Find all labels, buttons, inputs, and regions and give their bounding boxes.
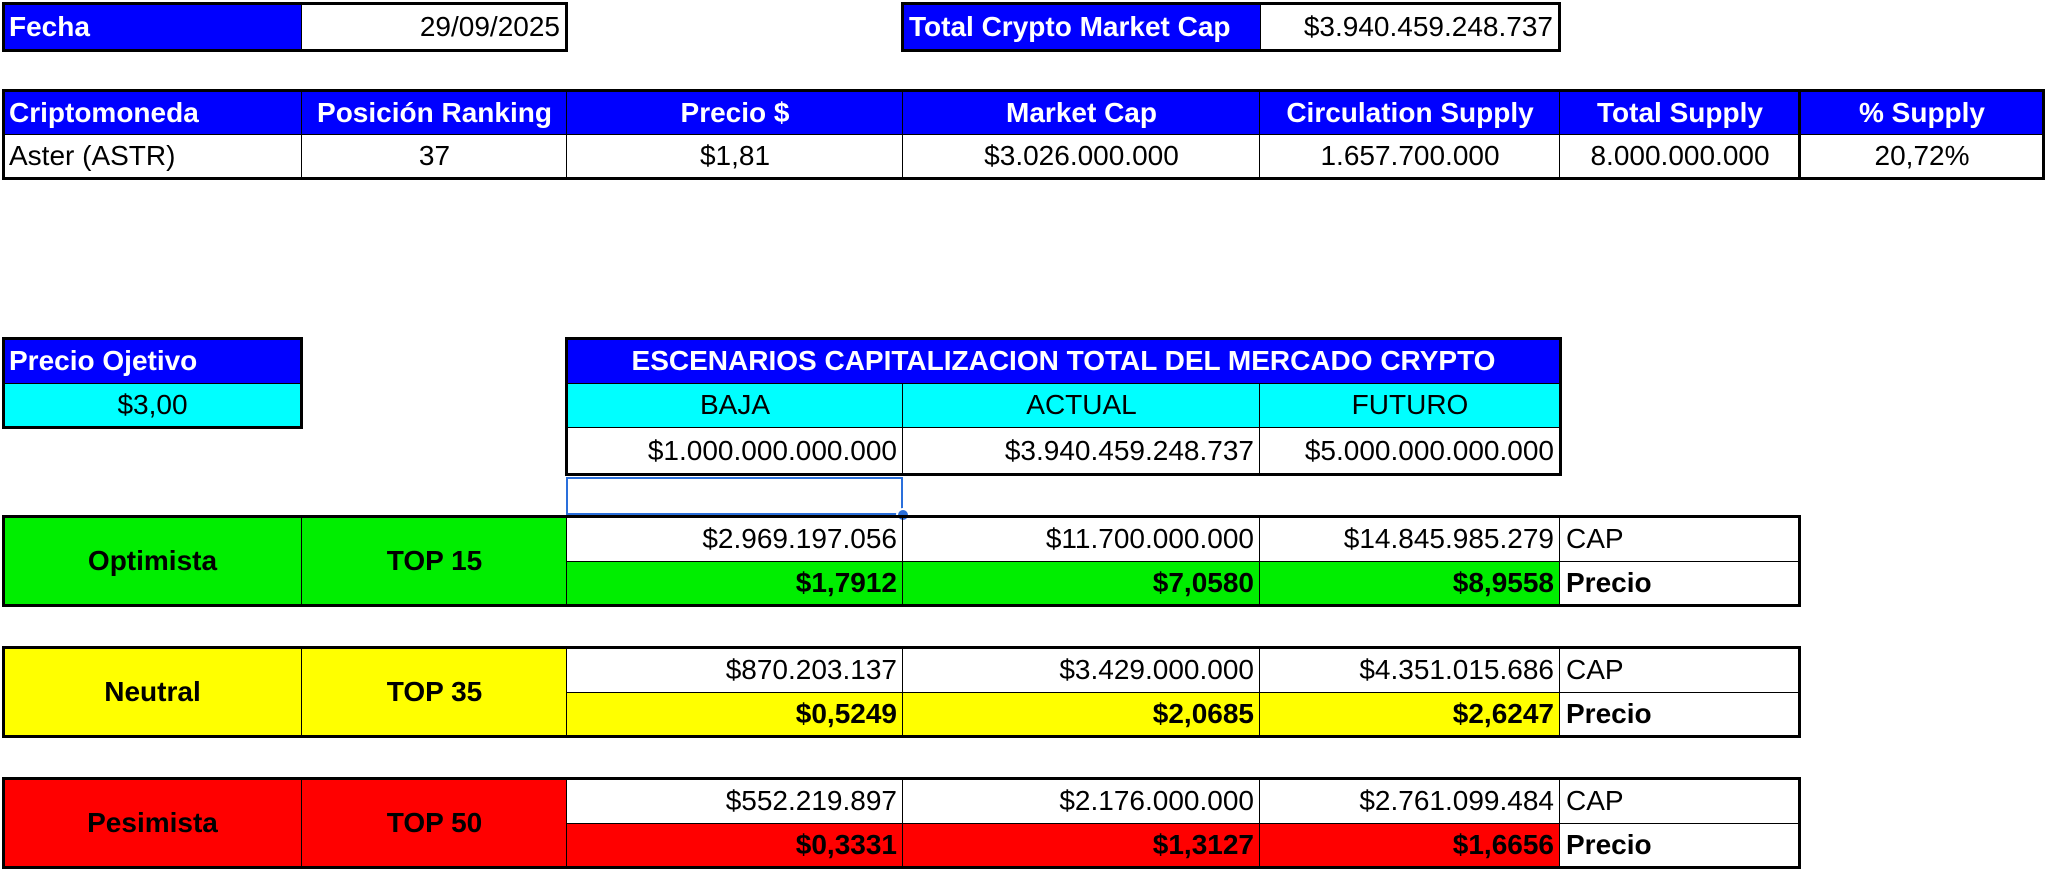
cell-posicion-ranking[interactable]: 37 xyxy=(418,140,451,171)
scenario-neutral-cap-label[interactable]: CAP xyxy=(1566,654,1624,685)
scenario-pesimista-cap-label[interactable]: CAP xyxy=(1566,785,1624,816)
grid-line xyxy=(902,648,903,736)
cell-circulation-supply[interactable]: 1.657.700.000 xyxy=(1320,140,1500,171)
scenario-neutral-precio-baja[interactable]: $0,5249 xyxy=(567,692,903,736)
grid-line xyxy=(301,4,302,50)
scenario-neutral-precio-actual[interactable]: $2,0685 xyxy=(903,692,1260,736)
grid-line xyxy=(902,517,903,605)
scenario-pesimista-cap-actual[interactable]: $2.176.000.000 xyxy=(1059,785,1254,816)
scenario-pesimista-precio-actual[interactable]: $1,3127 xyxy=(903,823,1260,867)
scenario-neutral-cap-actual[interactable]: $3.429.000.000 xyxy=(1059,654,1254,685)
grid-line xyxy=(301,648,302,736)
header-circulation-supply[interactable]: Circulation Supply xyxy=(1260,91,1560,134)
header-posicion-ranking[interactable]: Posición Ranking xyxy=(302,91,567,134)
scenario-optimista-cap-futuro[interactable]: $14.845.985.279 xyxy=(1343,523,1554,554)
scenario-pesimista-cap-baja[interactable]: $552.219.897 xyxy=(725,785,897,816)
cell-precio[interactable]: $1,81 xyxy=(699,140,771,171)
scenario-pesimista-precio-baja[interactable]: $0,3331 xyxy=(567,823,903,867)
scenario-neutral-precio-futuro[interactable]: $2,6247 xyxy=(1260,692,1560,736)
scenario-pesimista-precio-futuro[interactable]: $1,6656 xyxy=(1260,823,1560,867)
scenario-optimista-top[interactable]: TOP 15 xyxy=(302,517,567,605)
escenario-actual-value[interactable]: $3.940.459.248.737 xyxy=(1004,434,1254,466)
grid-line xyxy=(566,517,567,605)
market-cap-value[interactable]: $3.940.459.248.737 xyxy=(1303,11,1553,42)
grid-line xyxy=(902,779,903,867)
grid-line xyxy=(566,648,567,736)
grid-line xyxy=(301,517,302,605)
header-market-cap[interactable]: Market Cap xyxy=(903,91,1260,134)
grid-line xyxy=(1259,383,1260,474)
fecha-value[interactable]: 29/09/2025 xyxy=(419,11,560,42)
escenario-futuro-label[interactable]: FUTURO xyxy=(1260,383,1560,427)
header-total-supply[interactable]: Total Supply xyxy=(1560,91,1800,134)
grid-line xyxy=(1259,517,1260,605)
scenario-optimista-precio-actual[interactable]: $7,0580 xyxy=(903,561,1260,605)
scenario-optimista-precio-futuro[interactable]: $8,9558 xyxy=(1260,561,1560,605)
grid-line xyxy=(1559,91,1560,178)
scenario-optimista-name[interactable]: Optimista xyxy=(3,517,302,605)
header-precio[interactable]: Precio $ xyxy=(567,91,903,134)
header-criptomoneda[interactable]: Criptomoneda xyxy=(3,91,302,134)
escenario-actual-label[interactable]: ACTUAL xyxy=(903,383,1260,427)
fecha-label[interactable]: Fecha xyxy=(3,3,302,51)
market-cap-label[interactable]: Total Crypto Market Cap xyxy=(903,3,1260,51)
scenario-neutral-cap-futuro[interactable]: $4.351.015.686 xyxy=(1359,654,1554,685)
escenarios-title[interactable]: ESCENARIOS CAPITALIZACION TOTAL DEL MERC… xyxy=(567,339,1560,383)
scenario-neutral-name[interactable]: Neutral xyxy=(3,648,302,736)
scenario-neutral-cap-baja[interactable]: $870.203.137 xyxy=(725,654,897,685)
grid-line xyxy=(1559,517,1560,605)
grid-line xyxy=(566,91,567,178)
grid-line xyxy=(902,91,903,178)
grid-line xyxy=(567,427,1560,428)
grid-line xyxy=(1260,4,1261,50)
escenario-baja-value[interactable]: $1.000.000.000.000 xyxy=(647,434,897,466)
grid-line xyxy=(301,91,302,178)
escenario-futuro-value[interactable]: $5.000.000.000.000 xyxy=(1304,434,1554,466)
scenario-pesimista-name[interactable]: Pesimista xyxy=(3,779,302,867)
grid-line xyxy=(3,134,2044,135)
escenario-baja-label[interactable]: BAJA xyxy=(567,383,903,427)
grid-line xyxy=(567,561,1800,562)
grid-line xyxy=(902,383,903,474)
cell-percent-supply[interactable]: 20,72% xyxy=(1874,140,1970,171)
scenario-neutral-precio-label[interactable]: Precio xyxy=(1566,698,1652,729)
scenario-pesimista-precio-label[interactable]: Precio xyxy=(1566,829,1652,860)
cell-market-cap[interactable]: $3.026.000.000 xyxy=(984,140,1179,171)
scenario-pesimista-cap-futuro[interactable]: $2.761.099.484 xyxy=(1359,785,1554,816)
precio-objetivo-value[interactable]: $3,00 xyxy=(3,383,302,427)
grid-line xyxy=(567,692,1800,693)
cell-criptomoneda[interactable]: Aster (ASTR) xyxy=(9,140,176,171)
scenario-optimista-cap-actual[interactable]: $11.700.000.000 xyxy=(1045,523,1254,554)
scenario-pesimista-top[interactable]: TOP 50 xyxy=(302,779,567,867)
grid-line xyxy=(567,823,1800,824)
scenario-optimista-precio-label[interactable]: Precio xyxy=(1566,567,1652,598)
grid-line xyxy=(1259,91,1260,178)
grid-line xyxy=(1559,648,1560,736)
scenario-neutral-top[interactable]: TOP 35 xyxy=(302,648,567,736)
grid-line xyxy=(3,383,302,384)
scenario-optimista-cap-baja[interactable]: $2.969.197.056 xyxy=(702,523,897,554)
grid-line xyxy=(566,779,567,867)
grid-line xyxy=(1259,648,1260,736)
grid-line xyxy=(1559,779,1560,867)
precio-objetivo-label[interactable]: Precio Ojetivo xyxy=(3,339,302,383)
grid-line xyxy=(567,383,1560,384)
grid-line xyxy=(301,779,302,867)
cell-total-supply[interactable]: 8.000.000.000 xyxy=(1590,140,1770,171)
header-percent-supply[interactable]: % Supply xyxy=(1800,91,2044,134)
scenario-optimista-cap-label[interactable]: CAP xyxy=(1566,523,1624,554)
selected-cell[interactable] xyxy=(566,477,903,515)
grid-line xyxy=(1259,779,1260,867)
scenario-optimista-precio-baja[interactable]: $1,7912 xyxy=(567,561,903,605)
